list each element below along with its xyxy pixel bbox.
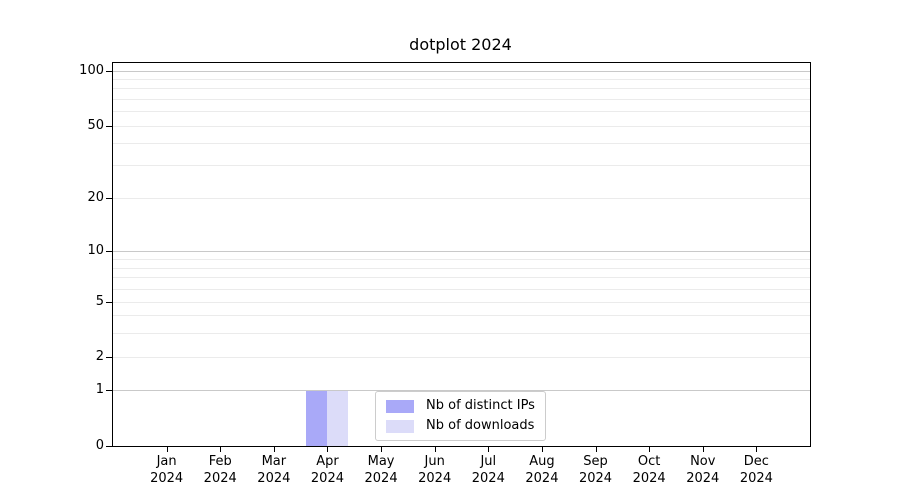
y-tick-label: 10 xyxy=(87,243,104,259)
x-tick-label-month: Aug xyxy=(529,454,555,469)
x-tick-mark xyxy=(434,447,436,452)
x-tick-label: Jul 2024 xyxy=(453,453,523,487)
x-tick-label: May 2024 xyxy=(346,453,416,487)
x-tick-mark xyxy=(220,447,222,452)
y-tick-label: 100 xyxy=(79,63,104,79)
x-tick-label-month: Jul xyxy=(480,454,497,469)
x-tick-label-month: Sep xyxy=(583,454,608,469)
minor-gridline xyxy=(113,197,810,199)
minor-gridline xyxy=(113,258,810,260)
x-tick-label-year: 2024 xyxy=(739,471,773,486)
x-tick-label-month: May xyxy=(367,454,395,469)
x-tick-label-month: Feb xyxy=(208,454,232,469)
x-tick-label: Sep 2024 xyxy=(561,453,631,487)
minor-gridline xyxy=(113,79,810,81)
y-tick-mark xyxy=(106,71,112,73)
minor-gridline xyxy=(113,165,810,167)
x-tick-label-month: Dec xyxy=(743,454,769,469)
x-tick-label-year: 2024 xyxy=(418,471,452,486)
y-tick-mark xyxy=(106,301,112,303)
x-tick-label-year: 2024 xyxy=(257,471,291,486)
x-tick-label-month: Apr xyxy=(316,454,339,469)
x-tick-mark xyxy=(381,447,383,452)
x-tick-label: Aug 2024 xyxy=(507,453,577,487)
y-tick-mark xyxy=(106,125,112,127)
minor-gridline xyxy=(113,288,810,290)
x-tick-label-month: Jun xyxy=(424,454,445,469)
legend-swatch-nb-of-distinct-ips xyxy=(386,399,414,413)
bars-layer xyxy=(113,63,810,446)
x-tick-mark xyxy=(166,447,168,452)
x-tick-label: Apr 2024 xyxy=(292,453,362,487)
major-gridline xyxy=(113,251,810,253)
minor-gridline xyxy=(113,88,810,90)
x-tick-mark xyxy=(541,447,543,452)
bar-nb-of-distinct-ips-apr xyxy=(306,390,328,446)
minor-gridline xyxy=(113,277,810,279)
x-tick-label-month: Mar xyxy=(261,454,287,469)
x-tick-label-year: 2024 xyxy=(364,471,398,486)
minor-gridline xyxy=(113,332,810,334)
minor-gridline xyxy=(113,125,810,127)
x-tick-label: Nov 2024 xyxy=(668,453,738,487)
chart-title: dotplot 2024 xyxy=(409,35,512,54)
x-tick-label-month: Jan xyxy=(156,454,177,469)
major-gridline xyxy=(113,71,810,73)
legend-label: Nb of downloads xyxy=(426,418,535,433)
x-tick-mark xyxy=(327,447,329,452)
x-tick-label-year: 2024 xyxy=(578,471,613,486)
x-tick-label-year: 2024 xyxy=(471,471,505,486)
minor-gridline xyxy=(113,267,810,269)
x-tick-label: Dec 2024 xyxy=(721,453,791,487)
y-tick-label: 1 xyxy=(95,382,104,398)
x-tick-label: Mar 2024 xyxy=(239,453,309,487)
y-tick-label: 50 xyxy=(87,117,104,133)
minor-gridline xyxy=(113,142,810,144)
x-tick-label-year: 2024 xyxy=(150,471,184,486)
grid-layer xyxy=(113,63,810,446)
y-tick-mark xyxy=(106,197,112,199)
minor-gridline xyxy=(113,99,810,100)
y-tick-mark xyxy=(106,251,112,253)
y-tick-label: 20 xyxy=(87,189,104,205)
legend-item: Nb of distinct IPs xyxy=(386,398,535,414)
x-tick-label-month: Nov xyxy=(690,454,716,469)
x-tick-label-year: 2024 xyxy=(686,471,720,486)
x-tick-label: Feb 2024 xyxy=(185,453,255,487)
minor-gridline xyxy=(113,301,810,303)
x-tick-label-year: 2024 xyxy=(203,471,237,486)
x-tick-mark xyxy=(702,447,704,452)
y-tick-mark xyxy=(106,446,112,447)
x-tick-label-month: Oct xyxy=(637,454,661,469)
major-gridline xyxy=(113,390,810,392)
x-tick-mark xyxy=(488,447,490,452)
bar-nb-of-downloads-apr xyxy=(327,390,349,446)
x-tick-mark xyxy=(756,447,758,452)
x-tick-label: Jan 2024 xyxy=(132,453,202,487)
minor-gridline xyxy=(113,315,810,317)
x-tick-label: Jun 2024 xyxy=(400,453,470,487)
x-tick-label-year: 2024 xyxy=(310,471,344,486)
y-tick-mark xyxy=(106,390,112,392)
minor-gridline xyxy=(113,110,810,112)
plot-area: 100 50 20 10 5 2 1 0 Jan 2024 Feb 2024 Mar 2024 Apr 202… xyxy=(79,62,811,486)
legend: Nb of distinct IPs Nb of downloads xyxy=(375,391,546,441)
x-tick-mark xyxy=(273,447,275,452)
x-tick-mark xyxy=(595,447,597,452)
x-tick-label-year: 2024 xyxy=(632,471,666,486)
axis-decoration-layer: 100 50 20 10 5 2 1 0 Jan 2024 Feb 2024 Mar 2024 Apr 202… xyxy=(79,63,810,486)
minor-gridline xyxy=(113,357,810,359)
x-tick-label: Oct 2024 xyxy=(614,453,684,487)
y-tick-label: 2 xyxy=(95,349,104,365)
y-tick-mark xyxy=(106,357,112,359)
y-tick-label: 5 xyxy=(95,293,104,309)
x-tick-label-year: 2024 xyxy=(525,471,559,486)
legend-swatch-nb-of-downloads xyxy=(386,419,414,433)
legend-label: Nb of distinct IPs xyxy=(426,398,535,413)
y-tick-label: 0 xyxy=(95,438,104,453)
legend-item: Nb of downloads xyxy=(386,418,535,434)
x-tick-mark xyxy=(649,447,651,452)
